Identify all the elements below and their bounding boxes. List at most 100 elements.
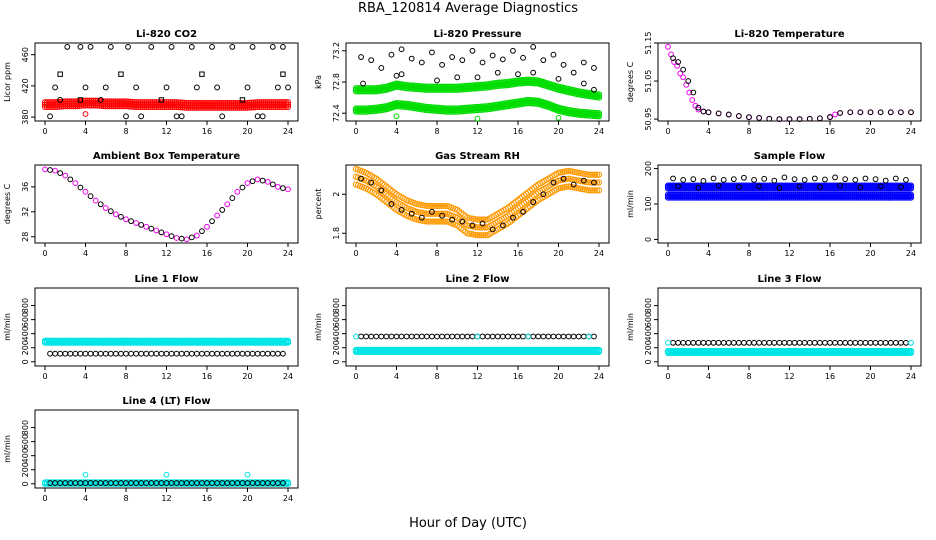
- y-axis-label: degrees C: [3, 183, 12, 224]
- data-point: [867, 339, 874, 346]
- data-point: [730, 339, 737, 346]
- data-point: [259, 350, 266, 357]
- data-point: [903, 339, 909, 346]
- y-tick-label: 0: [332, 359, 341, 364]
- data-point: [224, 201, 231, 208]
- data-point: [274, 84, 281, 91]
- data-point: [832, 174, 838, 181]
- data-point: [665, 339, 671, 346]
- panel-title: Line 2 Flow: [446, 274, 510, 285]
- data-point: [143, 223, 150, 230]
- data-point: [469, 333, 476, 340]
- x-tick-label: 8: [123, 127, 128, 136]
- data-point: [595, 171, 603, 178]
- x-tick-label: 24: [594, 372, 604, 381]
- data-point: [897, 109, 904, 116]
- data-point: [437, 202, 445, 210]
- data-point: [118, 213, 124, 220]
- data-point: [735, 113, 742, 119]
- data-point: [408, 55, 415, 62]
- y-tick-label: 51.15: [644, 32, 653, 55]
- data-point: [837, 339, 844, 346]
- data-point: [686, 89, 693, 96]
- data-point: [234, 188, 241, 195]
- data-point: [52, 167, 59, 174]
- data-point: [82, 471, 89, 478]
- data-point: [595, 91, 603, 98]
- data-point: [234, 350, 241, 357]
- data-point: [595, 187, 603, 194]
- data-point: [530, 69, 537, 76]
- data-point: [478, 232, 485, 239]
- data-point: [852, 176, 859, 183]
- data-point: [811, 175, 818, 182]
- data-point: [695, 104, 702, 111]
- y-tick-label: 0: [644, 237, 653, 242]
- data-point: [64, 44, 71, 50]
- data-point: [97, 350, 104, 357]
- data-point: [178, 235, 185, 242]
- series-4: [675, 182, 904, 191]
- data-point: [816, 184, 823, 190]
- data-point: [872, 339, 879, 346]
- data-point: [67, 176, 74, 183]
- data-point: [685, 339, 692, 346]
- data-point: [680, 176, 687, 183]
- data-point: [746, 114, 752, 121]
- y-tick-label: 380: [21, 109, 30, 124]
- data-point: [47, 167, 53, 173]
- x-tick-label: 4: [83, 494, 88, 503]
- panel-6: Sample Flow ml/min 0 4 8 12 16 20 24 0 100 200: [626, 151, 922, 258]
- data-point: [705, 339, 712, 346]
- data-point: [284, 103, 292, 111]
- x-tick-label: 8: [434, 372, 439, 381]
- data-point: [822, 339, 828, 346]
- data-point: [811, 339, 818, 346]
- x-tick-label: 24: [906, 372, 916, 381]
- data-point: [92, 350, 99, 357]
- series-1: [42, 166, 291, 243]
- data-point: [158, 350, 165, 357]
- data-point: [128, 218, 134, 225]
- data-point: [480, 232, 487, 239]
- panel-title: Gas Stream RH: [435, 151, 520, 162]
- data-point: [580, 59, 587, 66]
- data-point: [540, 57, 547, 64]
- data-point: [591, 187, 599, 194]
- x-tick-label: 12: [161, 127, 171, 136]
- plot-frame: [657, 42, 922, 122]
- data-point: [675, 339, 682, 346]
- series-3: [353, 333, 592, 340]
- y-tick-label: 0: [21, 359, 30, 364]
- data-point: [77, 44, 84, 50]
- data-point: [671, 59, 677, 65]
- data-point: [143, 350, 150, 357]
- y-tick-label: 400: [332, 326, 341, 341]
- data-point: [680, 339, 687, 346]
- x-tick-label: 4: [83, 127, 88, 136]
- data-point: [427, 202, 435, 210]
- data-point: [907, 182, 915, 189]
- data-point: [82, 350, 89, 357]
- data-point: [907, 347, 915, 355]
- x-tick-label: 0: [42, 494, 47, 503]
- data-point: [280, 44, 286, 50]
- data-point: [285, 186, 291, 193]
- data-point: [244, 350, 251, 357]
- data-point: [133, 84, 140, 91]
- data-point: [47, 350, 53, 357]
- data-point: [188, 234, 195, 241]
- data-point: [173, 235, 180, 241]
- data-point: [183, 236, 190, 243]
- data-point: [892, 339, 899, 346]
- data-point: [842, 176, 849, 183]
- data-point: [715, 182, 722, 189]
- panel-2: Li-820 Pressure kPa 0 4 8 12 16 20 24 72.4 72.8 73.…: [314, 29, 610, 136]
- data-point: [735, 184, 742, 190]
- x-tick-label: 20: [242, 372, 252, 381]
- data-point: [482, 232, 489, 239]
- data-point: [680, 66, 687, 73]
- data-point: [700, 108, 707, 115]
- data-point: [877, 109, 884, 116]
- y-axis-label: degrees C: [626, 61, 635, 102]
